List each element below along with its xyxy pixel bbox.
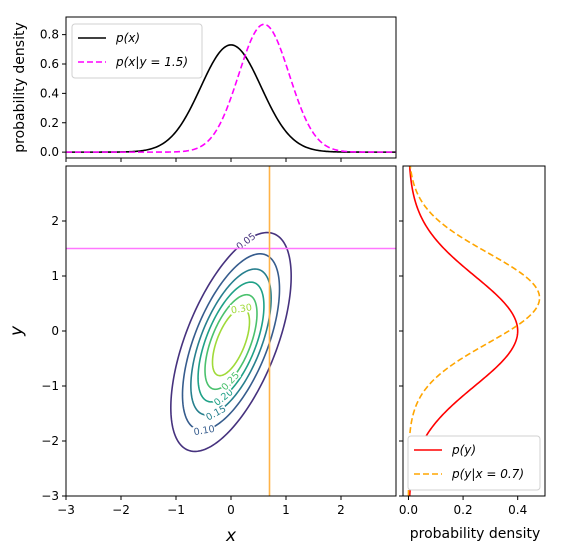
- top-marginal-panel: 0.0 0.2 0.4 0.6 0.8 probability density p(x) p(…: [12, 16, 397, 162]
- main-x-tick-label: −1: [167, 503, 185, 517]
- right-legend-label-0: p(y): [451, 443, 476, 457]
- top-series-line-1: [66, 23, 396, 153]
- contour-label-bg-3: [211, 386, 235, 408]
- main-y-tick-label: −1: [41, 379, 59, 393]
- top-y-tick-label: 0.4: [40, 86, 59, 100]
- joint-contour-panel: 0.050.100.150.200.250.30−3 −2 −1 0 1 2−3−2−10…: [7, 165, 397, 546]
- top-legend-label-0: p(x): [115, 31, 140, 45]
- contour-label-1: 0.10: [193, 424, 216, 438]
- main-y-tick-label: 2: [51, 214, 59, 228]
- right-x-tick-label: 0.0: [399, 503, 418, 517]
- contour-label-bg-1: [192, 423, 216, 437]
- contour-line-1: [181, 253, 281, 431]
- top-legend-label-1: p(x|y = 1.5): [115, 55, 188, 69]
- main-y-axis-label: y: [7, 325, 27, 337]
- main-x-tick-label: −2: [112, 503, 130, 517]
- main-x-tick-label: 2: [337, 503, 345, 517]
- main-y-tick-label: −2: [41, 434, 59, 448]
- top-y-tick-label: 0.0: [40, 145, 59, 159]
- contour-line-4: [204, 293, 258, 391]
- top-y-tick-label: 0.2: [40, 116, 59, 130]
- main-y-tick-label: 1: [51, 269, 59, 283]
- contour-line-5: [211, 307, 251, 377]
- contour-label-bg-0: [233, 230, 258, 252]
- main-y-tick-label: 0: [51, 324, 59, 338]
- right-legend-label-1: p(y|x = 0.7): [451, 467, 524, 481]
- right-x-axis-label: probability density: [410, 526, 540, 542]
- contour-label-bg-4: [218, 369, 242, 393]
- main-x-axis-label: x: [225, 526, 237, 546]
- contour-line-0: [170, 231, 292, 453]
- top-y-axis-label: probability density: [12, 22, 28, 152]
- contour-label-bg-2: [203, 403, 228, 423]
- main-x-tick-label: 0: [227, 503, 235, 517]
- main-x-tick-label: −3: [57, 503, 75, 517]
- right-x-tick-label: 0.2: [454, 503, 473, 517]
- main-x-tick-label: 1: [282, 503, 290, 517]
- contour-label-5: 0.30: [230, 302, 253, 316]
- top-y-tick-label: 0.6: [40, 57, 59, 71]
- top-y-tick-label: 0.8: [40, 28, 59, 42]
- contour-label-bg-5: [229, 301, 254, 316]
- right-x-tick-label: 0.4: [508, 503, 527, 517]
- right-marginal-panel: 0.0 0.2 0.4 probability density p(y) p(y|x = …: [399, 165, 546, 542]
- main-y-tick-label: −3: [41, 489, 59, 503]
- contour-line-3: [197, 281, 265, 403]
- contour-label-0: 0.05: [235, 231, 258, 253]
- main-axes-frame: [65, 165, 397, 497]
